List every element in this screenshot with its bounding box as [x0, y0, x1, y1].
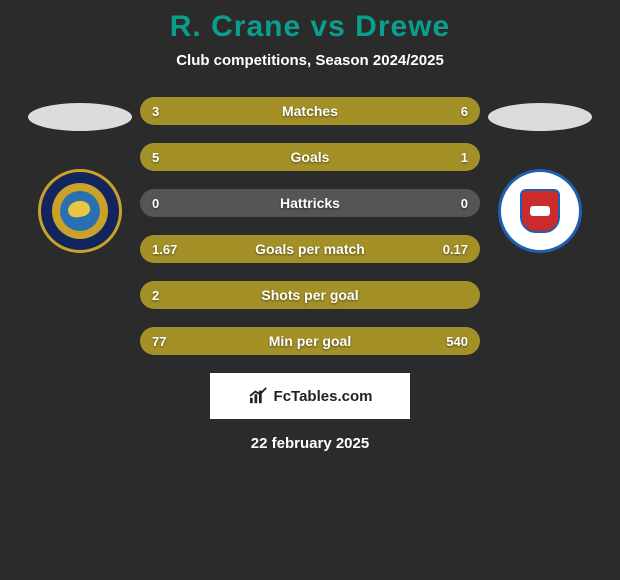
date-text: 22 february 2025: [0, 435, 620, 452]
stat-label: Matches: [140, 97, 480, 125]
stat-label: Min per goal: [140, 327, 480, 355]
shield-icon: [520, 189, 560, 233]
stat-bar: 2Shots per goal: [140, 281, 480, 309]
stat-label: Shots per goal: [140, 281, 480, 309]
club-badge-right[interactable]: [498, 169, 582, 253]
brand-text: FcTables.com: [274, 388, 373, 405]
brand-link[interactable]: FcTables.com: [210, 373, 410, 419]
bird-icon: [60, 191, 100, 231]
club-badge-left[interactable]: [38, 169, 122, 253]
subtitle: Club competitions, Season 2024/2025: [0, 52, 620, 69]
badge-inner-ring-icon: [52, 183, 108, 239]
stat-label: Hattricks: [140, 189, 480, 217]
stat-bar: 77540Min per goal: [140, 327, 480, 355]
player-left-col: [28, 97, 132, 253]
main-row: 36Matches 51Goals 00Hattricks 1.670.17Goals…: [0, 97, 620, 355]
avatar-placeholder-left: [28, 103, 132, 131]
avatar-placeholder-right: [488, 103, 592, 131]
stat-bar: 51Goals: [140, 143, 480, 171]
stat-bar: 36Matches: [140, 97, 480, 125]
page-title: R. Crane vs Drewe: [0, 10, 620, 44]
stat-bar: 1.670.17Goals per match: [140, 235, 480, 263]
stats-bars: 36Matches 51Goals 00Hattricks 1.670.17Goals…: [140, 97, 480, 355]
comparison-card: R. Crane vs Drewe Club competitions, Sea…: [0, 0, 620, 452]
chart-icon: [248, 387, 270, 405]
stat-label: Goals: [140, 143, 480, 171]
stat-bar: 00Hattricks: [140, 189, 480, 217]
player-right-col: [488, 97, 592, 253]
stat-label: Goals per match: [140, 235, 480, 263]
